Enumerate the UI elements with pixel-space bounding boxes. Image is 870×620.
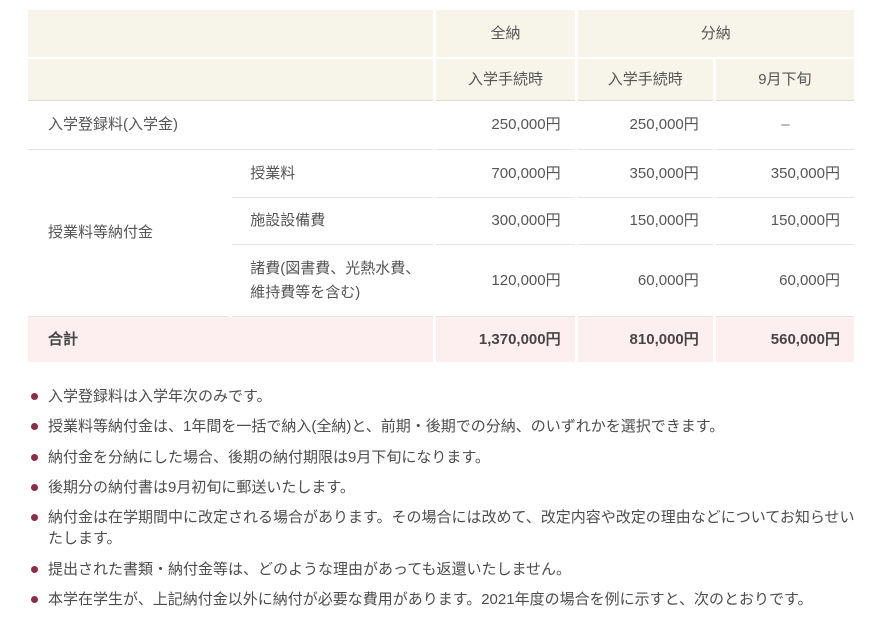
note-text: 後期分の納付書は9月初旬に郵送いたします。 — [48, 478, 355, 496]
facility-bunno1-value: 150,000円 — [577, 198, 713, 245]
table-row-misc: 諸費(図書費、光熱水費、維持費等を含む) 120,000円 60,000円 60… — [28, 245, 854, 317]
list-item: 本学在学生が、上記納付金以外に納付が必要な費用があります。2021年度の場合を例… — [31, 589, 867, 610]
header-zenno: 全納 — [436, 10, 575, 59]
list-item: 納付金は在学期間中に改定される場合があります。その場合には改めて、改定内容や改定… — [31, 507, 867, 550]
note-text: 本学在学生が、上記納付金以外に納付が必要な費用があります。2021年度の場合を例… — [48, 591, 813, 609]
list-item: 提出された書類・納付金等は、どのような理由があっても返還いたしません。 — [31, 559, 867, 580]
bullet-icon — [31, 565, 38, 573]
facility-zenno-value: 300,000円 — [436, 198, 575, 245]
header-bunno-time2: 9月下旬 — [715, 59, 854, 101]
list-item: 納付金を分納にした場合、後期の納付期限は9月下旬になります。 — [31, 447, 867, 468]
facility-label: 施設設備費 — [232, 198, 434, 245]
misc-zenno-value: 120,000円 — [436, 245, 575, 317]
total-label: 合計 — [28, 317, 434, 362]
registration-zenno-value: 250,000円 — [436, 101, 575, 150]
total-zenno-value: 1,370,000円 — [436, 317, 575, 362]
notes-list: 入学登録料は入学年次のみです。 授業料等納付金は、1年間を一括で納入(全納)と、… — [25, 386, 867, 610]
total-bunno1-value: 810,000円 — [577, 317, 713, 362]
table-row-registration: 入学登録料(入学金) 250,000円 250,000円 – — [28, 101, 854, 150]
table-header-row-groups: 全納 分納 — [28, 10, 854, 59]
list-item: 授業料等納付金は、1年間を一括で納入(全納)と、前期・後期での分納、のいずれかを… — [31, 416, 867, 437]
misc-bunno2-value: 60,000円 — [715, 245, 854, 317]
bullet-icon — [31, 393, 38, 400]
registration-bunno1-value: 250,000円 — [577, 101, 713, 150]
table-row-total: 合計 1,370,000円 810,000円 560,000円 — [28, 317, 854, 362]
list-item: 後期分の納付書は9月初旬に郵送いたします。 — [31, 477, 867, 498]
bullet-icon — [31, 483, 38, 491]
bullet-icon — [31, 596, 38, 604]
note-text: 入学登録料は入学年次のみです。 — [48, 388, 272, 405]
facility-bunno2-value: 150,000円 — [715, 198, 854, 245]
registration-label: 入学登録料(入学金) — [28, 101, 434, 150]
misc-bunno1-value: 60,000円 — [577, 245, 713, 317]
bullet-icon — [31, 453, 38, 461]
tuition-zenno-value: 700,000円 — [436, 150, 575, 198]
bullet-icon — [31, 423, 38, 431]
header-bunno-time1: 入学手続時 — [577, 59, 713, 101]
table-row-facility: 施設設備費 300,000円 150,000円 150,000円 — [28, 198, 854, 245]
tuition-bunno1-value: 350,000円 — [577, 150, 713, 198]
table-header-row-times: 入学手続時 入学手続時 9月下旬 — [28, 59, 854, 101]
header-empty-cell — [28, 59, 434, 101]
table-row-tuition: 授業料等納付金 授業料 700,000円 350,000円 350,000円 — [28, 150, 854, 317]
header-empty-cell — [28, 10, 434, 59]
tuition-bunno2-value: 350,000円 — [715, 150, 854, 198]
note-text: 提出された書類・納付金等は、どのような理由があっても返還いたしません。 — [48, 560, 572, 578]
group-label: 授業料等納付金 — [28, 150, 230, 317]
note-text: 授業料等納付金は、1年間を一括で納入(全納)と、前期・後期での分納、のいずれかを… — [48, 418, 725, 436]
registration-bunno2-value: – — [715, 101, 854, 150]
tuition-fee-table: 全納 分納 入学手続時 入学手続時 9月下旬 入学登録料(入学金) 250,00… — [25, 10, 857, 362]
note-text: 納付金を分納にした場合、後期の納付期限は9月下旬になります。 — [48, 448, 490, 466]
tuition-label: 授業料 — [232, 150, 434, 198]
header-bunno: 分納 — [577, 10, 854, 59]
header-zenno-time: 入学手続時 — [436, 59, 575, 101]
misc-label: 諸費(図書費、光熱水費、維持費等を含む) — [232, 245, 434, 317]
list-item: 入学登録料は入学年次のみです。 — [31, 386, 867, 407]
note-text: 納付金は在学期間中に改定される場合があります。その場合には改めて、改定内容や改定… — [48, 509, 855, 548]
bullet-icon — [31, 514, 38, 522]
total-bunno2-value: 560,000円 — [715, 317, 854, 362]
